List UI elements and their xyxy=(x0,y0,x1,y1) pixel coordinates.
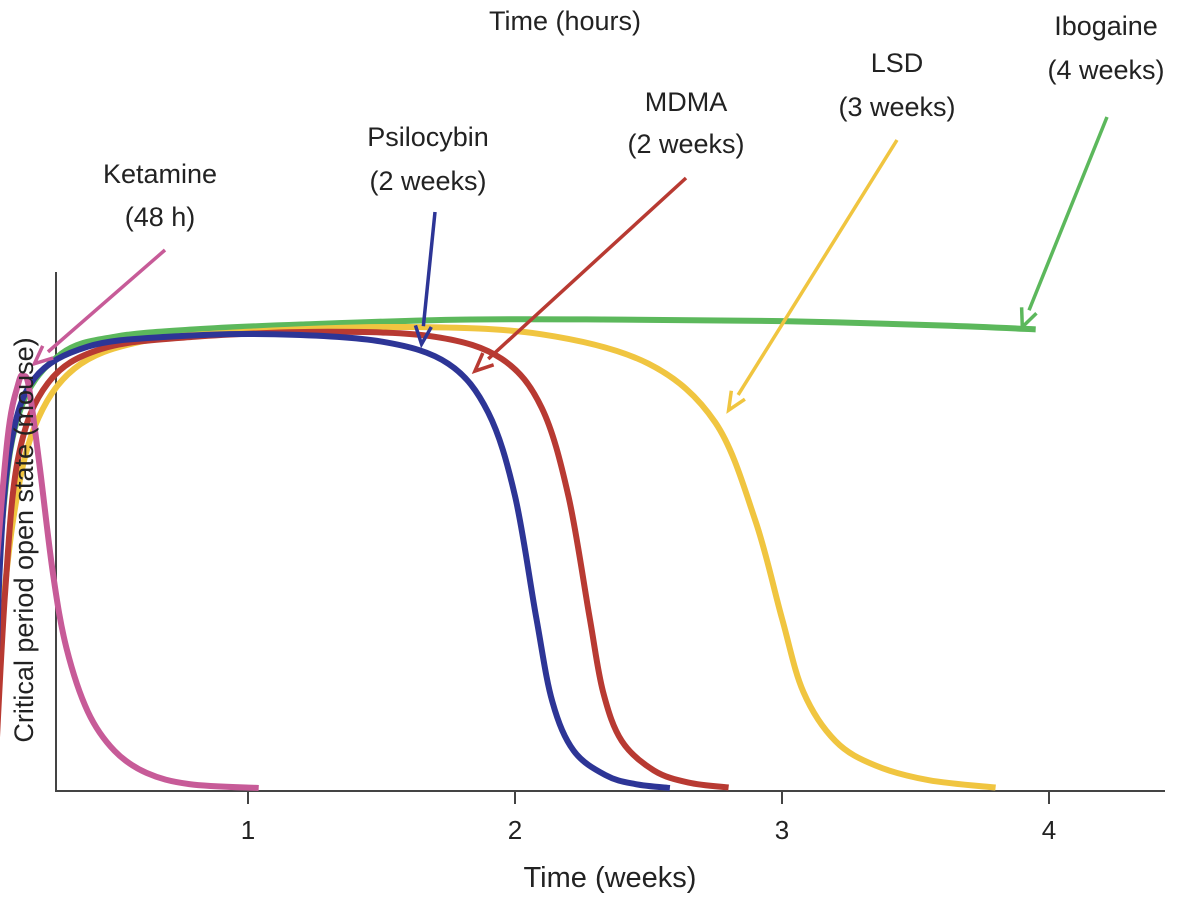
annotation-duration-psilocybin: (2 weeks) xyxy=(369,166,486,196)
annotation-duration-lsd: (3 weeks) xyxy=(838,92,955,122)
arrow-ibogaine xyxy=(1027,116,1109,311)
series-line-psilocybin xyxy=(0,331,671,791)
plot-area: 1 2 3 4 Ketamine (48 h) Psilocybin (2 weeks) MD… xyxy=(0,11,1165,845)
series-line-ibogaine xyxy=(0,316,1036,597)
annotation-name-lsd: LSD xyxy=(871,48,924,78)
annotation-duration-ibogaine: (4 weeks) xyxy=(1047,55,1164,85)
annotation-duration-mdma: (2 weeks) xyxy=(627,129,744,159)
arrowhead-mdma xyxy=(471,352,495,374)
annotation-name-ibogaine: Ibogaine xyxy=(1054,11,1158,41)
series-line-lsd xyxy=(0,323,996,791)
arrow-mdma xyxy=(487,176,688,361)
annotation-labels: Ketamine (48 h) Psilocybin (2 weeks) MDMA (2 … xyxy=(103,11,1165,232)
arrowhead-lsd xyxy=(726,390,746,414)
annotation-name-mdma: MDMA xyxy=(645,87,728,117)
series-layer xyxy=(0,316,1036,791)
x-tick-label: 3 xyxy=(775,815,789,845)
annotation-name-psilocybin: Psilocybin xyxy=(367,122,489,152)
arrowhead-ketamine xyxy=(31,345,54,367)
arrowhead-psilocybin xyxy=(413,324,433,349)
annotation-duration-ketamine: (48 h) xyxy=(125,202,196,232)
arrow-lsd xyxy=(736,139,899,396)
series-line-mdma xyxy=(0,328,729,791)
arrow-psilocybin xyxy=(421,211,437,327)
top-axis-title: Time (hours) xyxy=(489,6,641,36)
series-line-ketamine xyxy=(0,372,259,791)
x-ticks: 1 2 3 4 xyxy=(241,791,1056,845)
x-tick-label: 2 xyxy=(508,815,522,845)
x-tick-label: 1 xyxy=(241,815,255,845)
annotation-arrows xyxy=(31,116,1109,414)
y-axis-label: Critical period open state (mouse) xyxy=(9,337,39,742)
x-axis-label: Time (weeks) xyxy=(524,862,697,894)
arrow-ketamine xyxy=(46,248,167,354)
x-tick-label: 4 xyxy=(1042,815,1056,845)
annotation-name-ketamine: Ketamine xyxy=(103,159,217,189)
arrowhead-ibogaine xyxy=(1019,307,1038,331)
